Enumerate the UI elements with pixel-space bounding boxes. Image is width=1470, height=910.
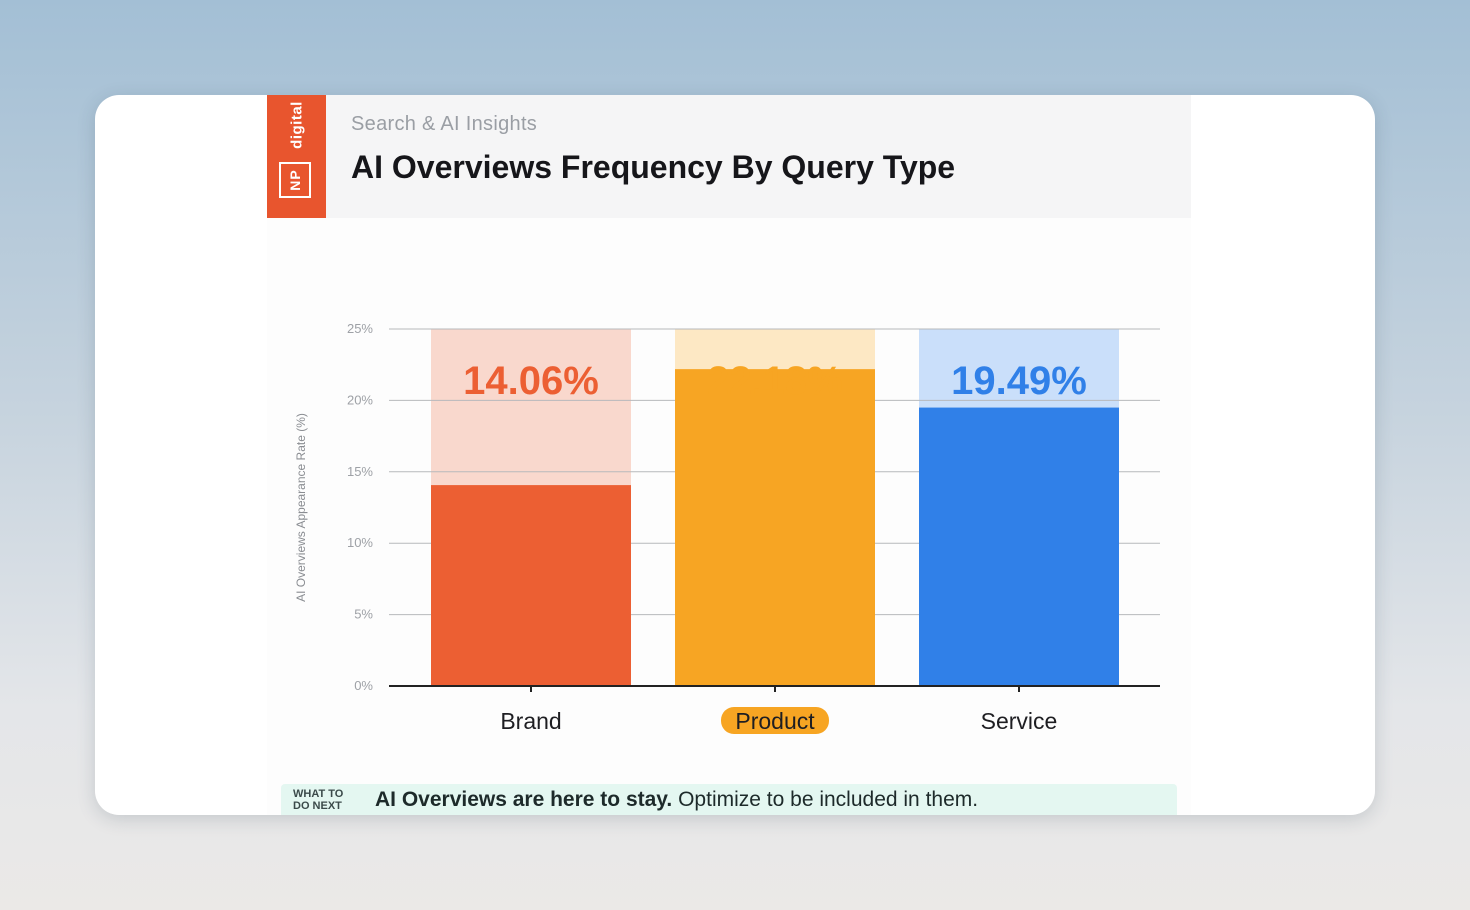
bar-fill-service [919,407,1119,686]
content-card: digital NP Search & AI Insights AI Overv… [95,95,1375,815]
subtitle: Search & AI Insights [351,113,538,135]
y-axis-title: AI Overviews Appearance Rate (%) [294,413,308,602]
brand-logo: digital NP [267,95,326,218]
x-tick-label: Product [735,708,815,734]
y-tick-label: 0% [354,678,373,693]
takeaway-tag: WHAT TO DO NEXT [293,788,344,812]
data-label: 22.18% [707,359,843,403]
y-tick-label: 5% [354,607,373,622]
brand-mark: NP [287,169,303,191]
y-tick-label: 15% [347,464,373,479]
takeaway-text: AI Overviews are here to stay. Optimize … [375,788,978,812]
infographic-header: digital NP Search & AI Insights AI Overv… [267,95,1191,218]
data-label: 19.49% [951,359,1087,403]
data-label: 14.06% [463,359,599,403]
brand-word: digital [288,101,306,149]
bar-fill-product [675,369,875,686]
infographic: digital NP Search & AI Insights AI Overv… [267,95,1191,815]
takeaway-bold: AI Overviews are here to stay. [375,788,673,811]
x-tick-label: Service [981,708,1058,734]
y-tick-label: 10% [347,535,373,550]
y-tick-label: 20% [347,392,373,407]
chart-title: AI Overviews Frequency By Query Type [351,149,956,185]
y-tick-label: 25% [347,321,373,336]
bar-fill-brand [431,485,631,686]
takeaway-banner: WHAT TO DO NEXT AI Overviews are here to… [281,784,1177,815]
takeaway-rest: Optimize to be included in them. [672,788,979,811]
category-highlight [721,707,829,734]
brand-mark-box: NP [279,162,311,198]
bar-chart: AI Overviews Appearance Rate (%) 0% 5% 10% 1… [294,321,1160,734]
x-tick-label: Brand [500,708,561,734]
